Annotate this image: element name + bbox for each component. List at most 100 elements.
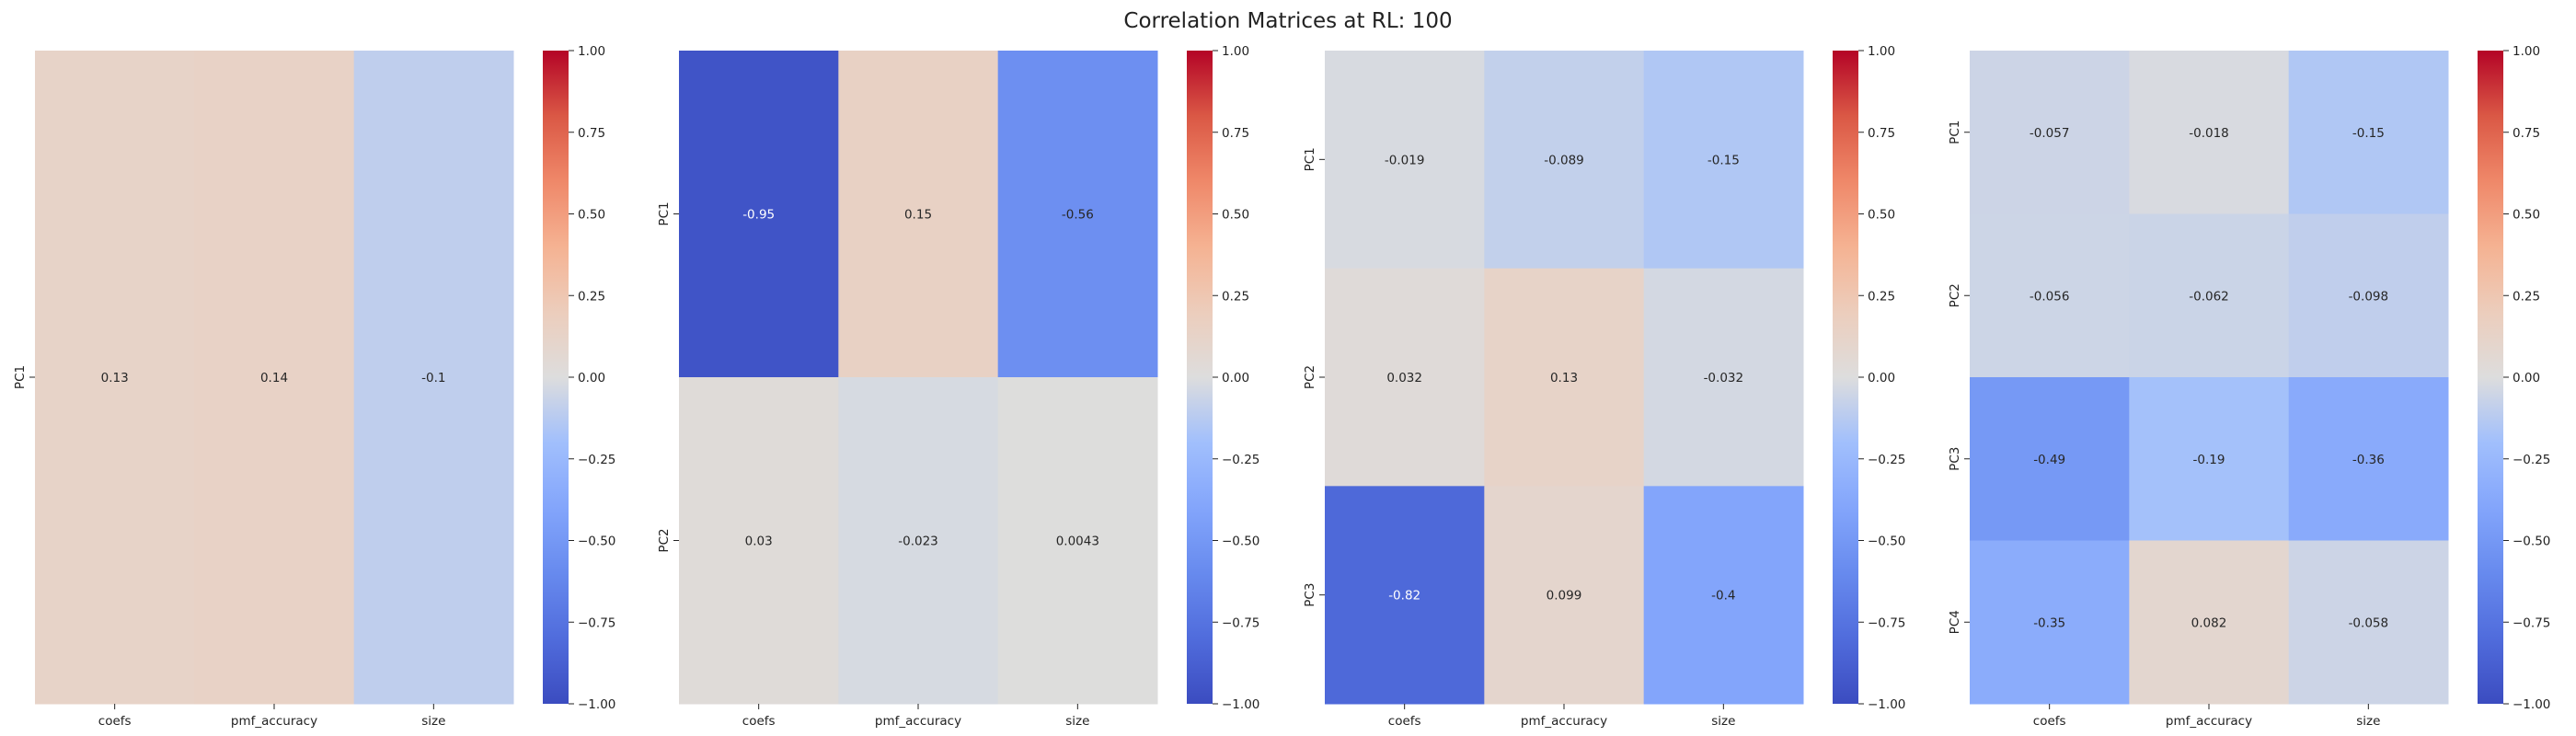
cell-value-label: -0.4 [1711, 589, 1735, 604]
colorbar-tick-label: 0.00 [1868, 371, 1895, 385]
heatmap-cell [838, 377, 999, 705]
y-tick-label: PC2 [1303, 365, 1317, 389]
cell-value-label: 0.14 [260, 371, 288, 385]
heatmap-cell [1970, 213, 2130, 378]
heatmap-cell [1643, 51, 1804, 270]
colorbar-tick-label: 0.25 [1222, 289, 1249, 304]
colorbar-tick-label: −0.50 [1868, 535, 1905, 549]
y-tick-label: PC1 [1303, 147, 1317, 171]
colorbar-tick-label: −0.25 [2513, 453, 2550, 467]
y-tick-label: PC1 [1948, 121, 1962, 144]
y-tick-label: PC3 [1948, 447, 1962, 471]
colorbar-tick-label: −1.00 [1868, 697, 1905, 712]
cell-value-label: -0.018 [2189, 126, 2229, 141]
cell-value-label: 0.0043 [1056, 535, 1099, 549]
cell-value-label: -0.15 [2352, 126, 2385, 141]
x-tick-label: pmf_accuracy [1521, 714, 1607, 729]
cell-value-label: -0.058 [2349, 615, 2389, 630]
colorbar-tick-label: 0.75 [2513, 126, 2540, 141]
heatmap-cell [1643, 268, 1804, 487]
heatmap-cell [679, 51, 839, 378]
heatmap-cell [1970, 540, 2130, 705]
y-tick-label: PC2 [1948, 283, 1962, 307]
heatmap-cell [2129, 213, 2290, 378]
x-tick-label: size [421, 714, 445, 729]
colorbar [1187, 51, 1213, 704]
cell-value-label: -0.062 [2189, 289, 2229, 304]
heatmap-cell [2129, 540, 2290, 705]
figure-title: Correlation Matrices at RL: 100 [1123, 9, 1453, 33]
x-tick-label: size [1711, 714, 1735, 729]
cell-value-label: 0.15 [904, 208, 932, 223]
colorbar-tick-label: 0.25 [578, 289, 605, 304]
cell-value-label: -0.49 [2033, 453, 2065, 467]
colorbar-tick-label: −0.25 [1868, 453, 1905, 467]
y-tick-label: PC3 [1303, 583, 1317, 607]
heatmap-cell [1484, 268, 1645, 487]
heatmap-cell [2129, 51, 2290, 214]
colorbar-tick-label: −1.00 [1222, 697, 1259, 712]
colorbar-tick-label: −0.25 [578, 453, 615, 467]
cell-value-label: 0.13 [1550, 371, 1578, 385]
y-tick-label: PC1 [13, 365, 28, 389]
cell-value-label: 0.082 [2191, 615, 2227, 630]
cell-value-label: -0.15 [1708, 153, 1740, 167]
colorbar-tick-label: −0.75 [1868, 615, 1905, 630]
colorbar-tick-label: 0.25 [1868, 289, 1895, 304]
colorbar-tick-label: 0.50 [1868, 208, 1895, 223]
x-tick-label: pmf_accuracy [875, 714, 961, 729]
heatmap-cell [2288, 540, 2449, 705]
colorbar-tick-label: 0.50 [1222, 208, 1249, 223]
heatmap-cell [1484, 51, 1645, 270]
x-tick-label: size [1065, 714, 1089, 729]
heatmap-cell [679, 377, 839, 705]
cell-value-label: -0.35 [2033, 615, 2065, 630]
colorbar-tick-label: 0.00 [2513, 371, 2540, 385]
heatmap-cell [1643, 486, 1804, 705]
cell-value-label: -0.19 [2193, 453, 2225, 467]
colorbar-tick-label: 0.00 [1222, 371, 1249, 385]
colorbar [1833, 51, 1858, 704]
heatmap-cell [1970, 51, 2130, 214]
y-tick-label: PC1 [657, 201, 672, 225]
colorbar-tick-label: 0.50 [578, 208, 605, 223]
colorbar-tick-label: −1.00 [578, 697, 615, 712]
heatmap-cell [2288, 377, 2449, 541]
y-tick-label: PC4 [1948, 610, 1962, 634]
colorbar-tick-label: −0.75 [2513, 615, 2550, 630]
x-tick-label: coefs [742, 714, 776, 729]
cell-value-label: -0.82 [1388, 589, 1420, 604]
heatmap-cell [1484, 486, 1645, 705]
heatmap-cell [1325, 268, 1485, 487]
colorbar-tick-label: 0.25 [2513, 289, 2540, 304]
cell-value-label: -0.056 [2030, 289, 2070, 304]
heatmap-cell [2288, 213, 2449, 378]
x-tick-label: size [2356, 714, 2380, 729]
heatmap-cell [35, 51, 195, 705]
x-tick-label: pmf_accuracy [2166, 714, 2252, 729]
cell-value-label: -0.36 [2352, 453, 2385, 467]
heatmap-cell [194, 51, 355, 705]
colorbar-tick-label: −1.00 [2513, 697, 2550, 712]
cell-value-label: 0.03 [745, 535, 773, 549]
cell-value-label: -0.1 [421, 371, 445, 385]
heatmap-cell [997, 51, 1158, 378]
cell-value-label: -0.032 [1704, 371, 1744, 385]
x-tick-label: pmf_accuracy [231, 714, 317, 729]
cell-value-label: -0.95 [742, 208, 775, 223]
cell-value-label: 0.13 [101, 371, 129, 385]
colorbar-tick-label: −0.25 [1222, 453, 1259, 467]
colorbar-tick-label: −0.75 [578, 615, 615, 630]
cell-value-label: -0.019 [1385, 153, 1425, 167]
cell-value-label: -0.089 [1544, 153, 1584, 167]
colorbar [2478, 51, 2503, 704]
cell-value-label: -0.098 [2349, 289, 2389, 304]
colorbar-tick-label: −0.75 [1222, 615, 1259, 630]
heatmap-cell [1325, 51, 1485, 270]
x-tick-label: coefs [98, 714, 132, 729]
colorbar [543, 51, 569, 704]
colorbar-tick-label: 1.00 [1222, 44, 1249, 59]
x-tick-label: coefs [2033, 714, 2066, 729]
colorbar-tick-label: −0.50 [2513, 535, 2550, 549]
